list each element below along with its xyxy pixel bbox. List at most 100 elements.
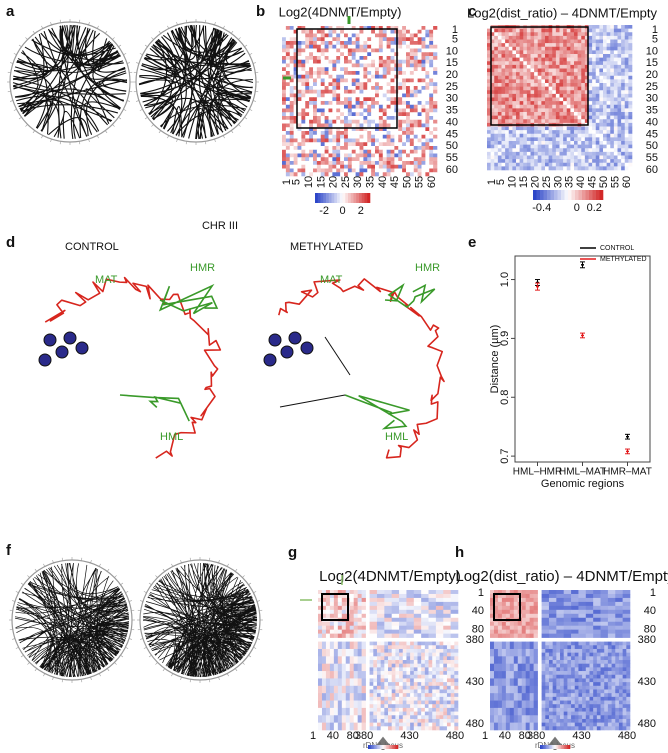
heatmap-cell bbox=[340, 120, 344, 124]
heatmap-cell bbox=[545, 83, 549, 87]
heatmap-cell bbox=[425, 94, 429, 98]
heatmap-cell bbox=[330, 602, 334, 606]
heatmap-cell bbox=[570, 145, 574, 149]
heatmap-cell bbox=[360, 139, 364, 143]
heatmap-cell bbox=[387, 116, 391, 120]
heatmap-cell bbox=[321, 150, 325, 154]
heatmap-cell bbox=[596, 156, 600, 160]
heatmap-cell bbox=[498, 630, 502, 634]
heatmap-cell bbox=[527, 148, 531, 152]
heatmap-cell bbox=[414, 56, 418, 60]
heatmap-cell bbox=[340, 71, 344, 75]
heatmap-cell bbox=[418, 60, 422, 64]
heatmap-cell bbox=[329, 165, 333, 169]
heatmap-cell bbox=[403, 675, 407, 679]
heatmap-cell bbox=[410, 131, 414, 135]
heatmap-cell bbox=[592, 166, 596, 170]
heatmap-cell bbox=[367, 86, 371, 90]
heatmap-cell bbox=[522, 664, 526, 672]
heatmap-cell bbox=[549, 626, 557, 630]
heatmap-cell bbox=[383, 71, 387, 75]
heatmap-cell bbox=[432, 671, 436, 675]
heatmap-cell bbox=[391, 30, 395, 34]
heatmap-cell bbox=[352, 64, 356, 68]
heatmap-cell bbox=[363, 71, 367, 75]
heatmap-cell bbox=[552, 54, 556, 58]
heatmap-cell bbox=[607, 127, 611, 131]
heatmap-cell bbox=[317, 105, 321, 109]
heatmap-cell bbox=[512, 108, 516, 112]
heatmap-cell bbox=[329, 105, 333, 109]
heatmap-cell bbox=[509, 119, 513, 123]
heatmap-cell bbox=[447, 723, 451, 727]
heatmap-cell bbox=[526, 630, 530, 634]
heatmap-cell bbox=[599, 127, 603, 131]
heatmap-cell bbox=[348, 79, 352, 83]
heatmap-cell bbox=[541, 166, 545, 170]
heatmap-cell bbox=[541, 159, 545, 163]
heatmap-cell bbox=[326, 622, 330, 626]
circos-tick bbox=[144, 647, 147, 648]
heatmap-cell bbox=[505, 145, 509, 149]
heatmap-cell bbox=[344, 30, 348, 34]
heatmap-cell bbox=[625, 156, 629, 160]
heatmap-cell bbox=[317, 90, 321, 94]
heatmap-cell bbox=[563, 159, 567, 163]
heatmap-cell bbox=[398, 112, 402, 116]
heatmap-cell bbox=[443, 686, 447, 690]
heatmap-cell bbox=[321, 97, 325, 101]
heatmap-cell bbox=[391, 169, 395, 173]
heatmap-cell bbox=[538, 76, 542, 80]
heatmap-cell bbox=[371, 150, 375, 154]
heatmap-cell bbox=[318, 664, 322, 672]
heatmap-cell bbox=[422, 120, 426, 124]
heatmap-cell bbox=[541, 137, 545, 141]
heatmap-cell bbox=[433, 37, 437, 41]
heatmap-cell bbox=[443, 590, 451, 594]
heatmap-cell bbox=[363, 75, 367, 79]
heatmap-cell bbox=[388, 675, 392, 679]
heatmap-cell bbox=[451, 693, 455, 697]
heatmap-cell bbox=[336, 101, 340, 105]
heatmap-cell bbox=[589, 36, 593, 40]
heatmap-cell bbox=[410, 645, 414, 649]
heatmap-cell bbox=[623, 606, 631, 610]
heatmap-cell bbox=[356, 49, 360, 53]
heatmap-cell bbox=[581, 163, 585, 167]
heatmap-cell bbox=[509, 69, 513, 73]
colorbar-cell bbox=[589, 190, 593, 200]
heatmap-cell bbox=[375, 112, 379, 116]
heatmap-cell bbox=[440, 712, 444, 716]
heatmap-cell bbox=[549, 116, 553, 120]
row-tick-label: 50 bbox=[446, 140, 458, 152]
heatmap-cell bbox=[574, 32, 578, 36]
heatmap-cell bbox=[433, 71, 437, 75]
heatmap-cell bbox=[625, 152, 629, 156]
heatmap-cell bbox=[454, 686, 458, 690]
heatmap-cell bbox=[429, 642, 433, 646]
heatmap-cell bbox=[621, 127, 625, 131]
heatmap-cell bbox=[618, 141, 622, 145]
heatmap-cell bbox=[344, 139, 348, 143]
heatmap-cell bbox=[578, 119, 582, 123]
heatmap-cell bbox=[286, 135, 290, 139]
heatmap-cell bbox=[410, 120, 414, 124]
heatmap-cell bbox=[506, 701, 510, 709]
heatmap-cell bbox=[410, 67, 414, 71]
heatmap-cell bbox=[564, 634, 572, 638]
heatmap-cell bbox=[422, 172, 426, 176]
heatmap-cell bbox=[294, 169, 298, 173]
heatmap-cell bbox=[379, 101, 383, 105]
heatmap-cell bbox=[418, 150, 422, 154]
heatmap-cell bbox=[556, 94, 560, 98]
colorbar-tick-label: 2 bbox=[358, 205, 364, 217]
heatmap-cell bbox=[344, 135, 348, 139]
heatmap-cell bbox=[363, 169, 367, 173]
heatmap-cell bbox=[592, 145, 596, 149]
heatmap-cell bbox=[356, 97, 360, 101]
heatmap-cell bbox=[433, 161, 437, 165]
heatmap-cell bbox=[527, 166, 531, 170]
heatmap-cell bbox=[614, 94, 618, 98]
heatmap-cell bbox=[370, 701, 374, 705]
